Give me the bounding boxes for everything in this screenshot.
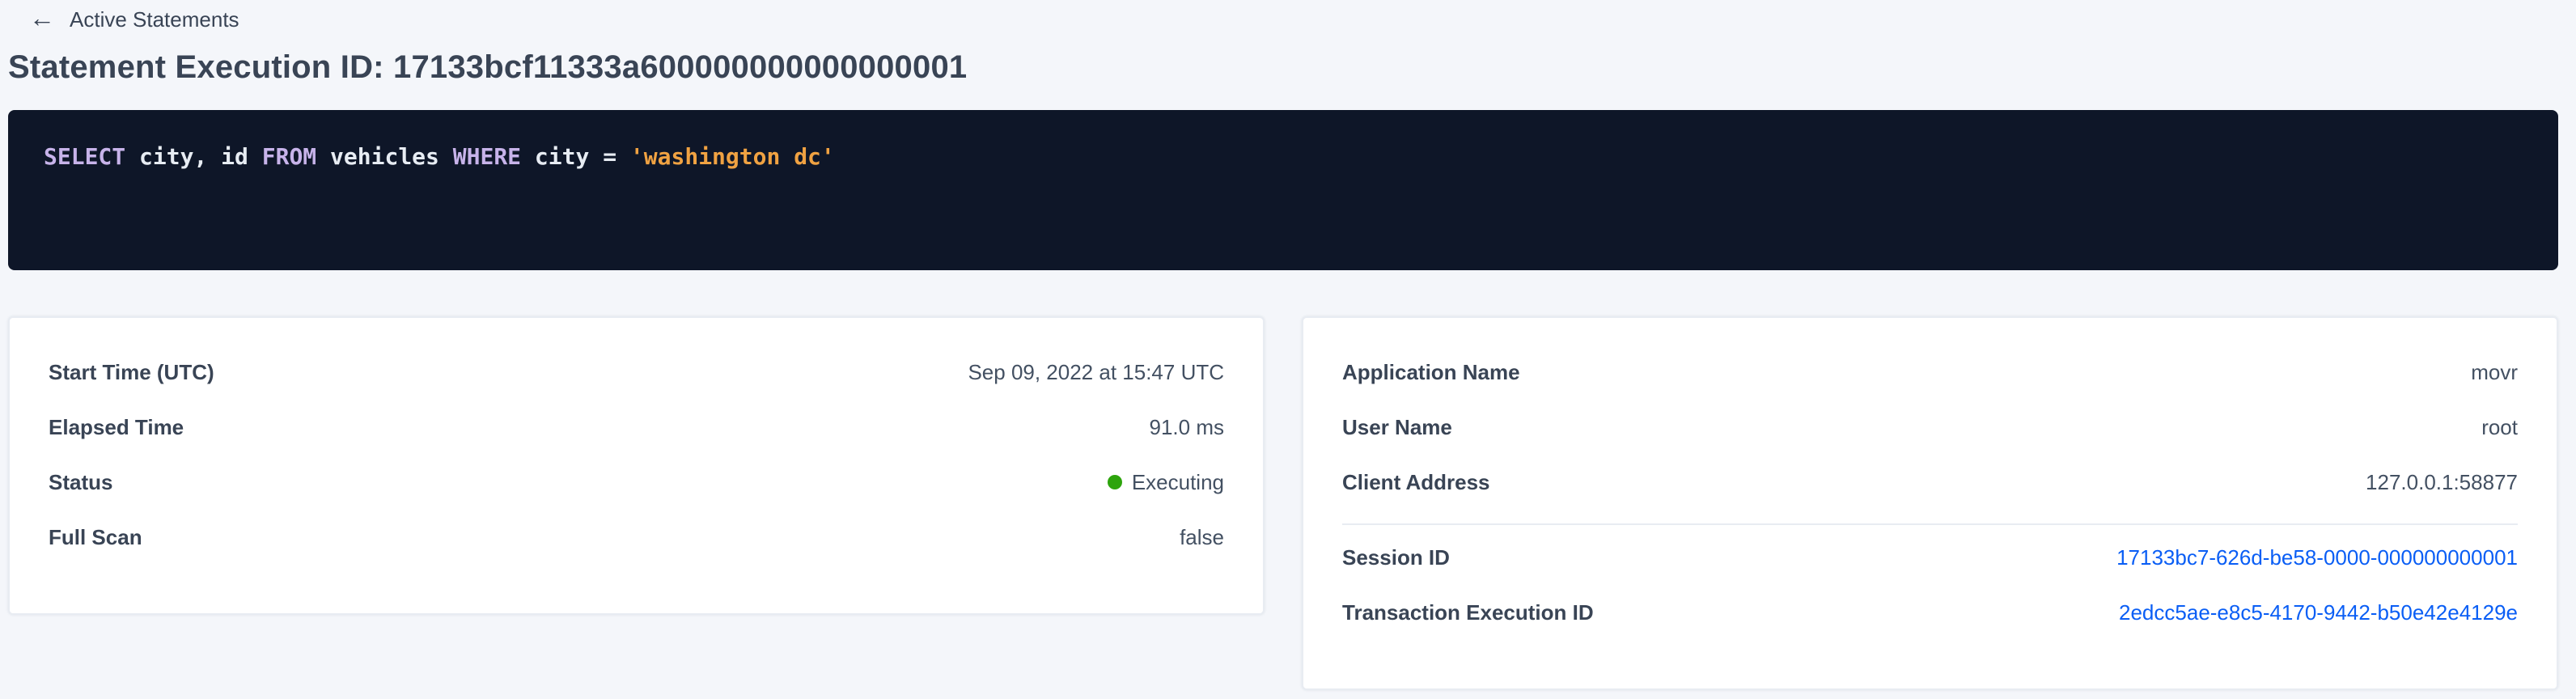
elapsed-time-row: Elapsed Time 91.0 ms [49,400,1224,455]
sql-token-string: 'washington dc' [629,143,835,170]
session-id-link[interactable]: 17133bc7-626d-be58-0000-000000000001 [2116,545,2518,570]
statement-execution-id: 17133bcf11333a600000000000000001 [393,49,968,85]
full-scan-row: Full Scan false [49,510,1224,565]
transaction-execution-id-row: Transaction Execution ID 2edcc5ae-e8c5-4… [1342,585,2518,640]
session-id-row: Session ID 17133bc7-626d-be58-0000-00000… [1342,530,2518,585]
transaction-execution-id-label: Transaction Execution ID [1342,600,1594,625]
back-link-active-statements[interactable]: ← Active Statements [29,3,239,32]
application-name-row: Application Name movr [1342,345,2518,400]
sql-statement: SELECT city, id FROM vehicles WHERE city… [44,143,835,170]
status-text: Executing [1131,470,1224,494]
card-divider [1342,523,2518,525]
user-name-label: User Name [1342,415,1452,439]
start-time-value: Sep 09, 2022 at 15:47 UTC [968,360,1224,384]
sql-token-plain: vehicles [316,143,453,170]
start-time-label: Start Time (UTC) [49,360,214,384]
status-row: Status Executing [49,455,1224,510]
back-arrow-icon: ← [29,3,55,32]
executing-status-dot-icon [1107,475,1122,489]
user-name-row: User Name root [1342,400,2518,455]
sql-token-plain: city, id [125,143,262,170]
sql-token-plain: city = [521,143,630,170]
full-scan-value: false [1180,525,1224,549]
sql-statement-box: SELECT city, id FROM vehicles WHERE city… [8,110,2558,270]
elapsed-time-label: Elapsed Time [49,415,184,439]
session-details-card: Application Name movr User Name root Cli… [1302,316,2558,690]
transaction-execution-id-link[interactable]: 2edcc5ae-e8c5-4170-9442-b50e42e4129e [2119,600,2518,625]
user-name-value: root [2481,415,2518,439]
start-time-row: Start Time (UTC) Sep 09, 2022 at 15:47 U… [49,345,1224,400]
status-value: Executing [1107,468,1224,496]
statement-overview-card: Start Time (UTC) Sep 09, 2022 at 15:47 U… [8,316,1265,615]
full-scan-label: Full Scan [49,525,142,549]
details-cards-row: Start Time (UTC) Sep 09, 2022 at 15:47 U… [8,316,2558,690]
sql-token-keyword: FROM [261,143,317,170]
status-label: Status [49,470,113,494]
client-address-label: Client Address [1342,470,1490,494]
page-title: Statement Execution ID: 17133bcf11333a60… [8,47,2558,87]
client-address-row: Client Address 127.0.0.1:58877 [1342,455,2518,510]
page-title-prefix: Statement Execution ID: [8,49,384,85]
session-id-label: Session ID [1342,545,1450,570]
application-name-label: Application Name [1342,360,1520,384]
sql-token-keyword: WHERE [452,143,522,170]
application-name-value: movr [2471,360,2518,384]
sql-token-keyword: SELECT [44,143,126,170]
client-address-value: 127.0.0.1:58877 [2366,470,2518,494]
back-link-label: Active Statements [70,7,239,32]
elapsed-time-value: 91.0 ms [1149,415,1225,439]
